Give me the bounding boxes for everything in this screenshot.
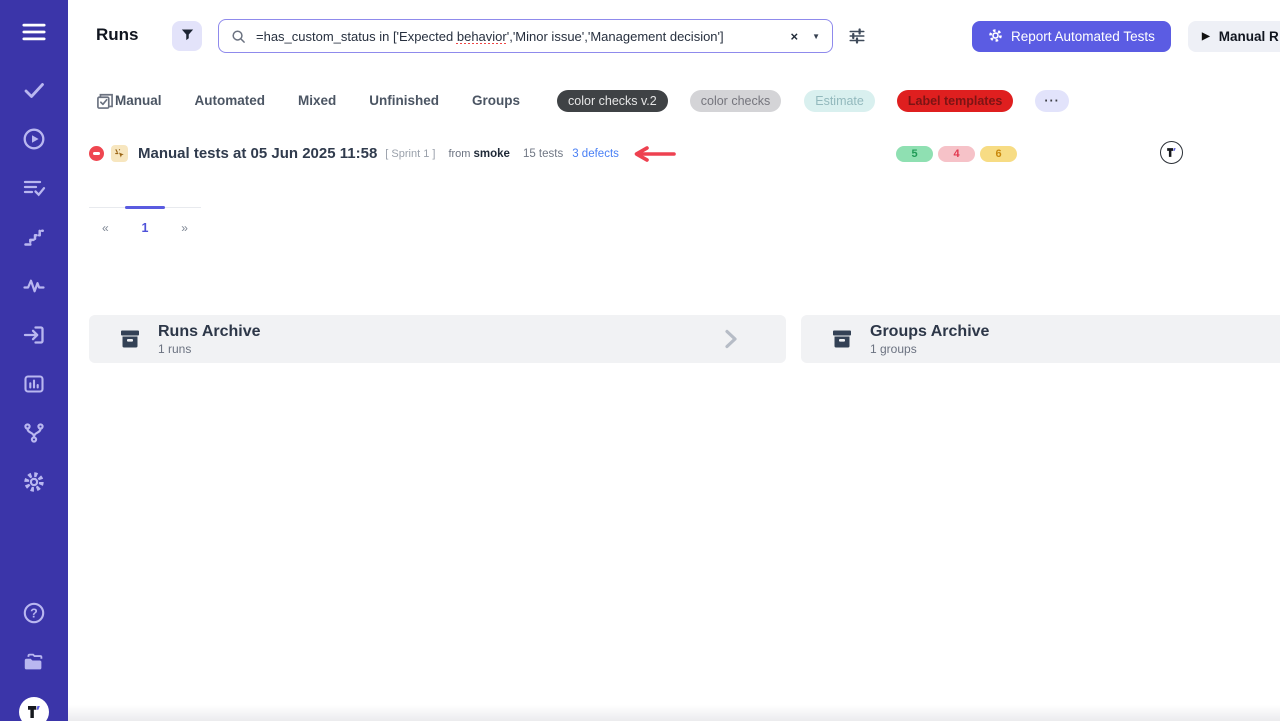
run-tests-count: 15 tests [522, 147, 564, 160]
sidebar: ? [0, 0, 68, 727]
tab-mixed[interactable]: Mixed [298, 93, 337, 108]
manual-test-icon [111, 145, 128, 162]
list-check-icon[interactable] [22, 176, 46, 200]
archive-box-icon [118, 327, 142, 351]
search-icon [231, 29, 246, 44]
tag-estimate[interactable]: Estimate [804, 89, 875, 112]
active-page-indicator [125, 206, 165, 209]
sign-in-icon[interactable] [22, 323, 46, 347]
tag-more-button[interactable]: ··· [1035, 89, 1069, 112]
folders-icon[interactable] [22, 650, 46, 674]
annotation-arrow-icon [631, 145, 677, 162]
run-from-plan[interactable]: smoke [473, 147, 510, 160]
tag-color-checks[interactable]: color checks [689, 89, 782, 112]
help-icon[interactable]: ? [22, 601, 46, 625]
run-from-label: from smoke [448, 147, 510, 160]
runs-archive-title: Runs Archive [158, 322, 261, 340]
app-logo[interactable] [19, 697, 49, 727]
tab-manual[interactable]: Manual [115, 93, 162, 108]
main-content: Runs =has_custom_status in ['Expected be… [68, 0, 1280, 721]
archive-box-icon [830, 327, 854, 351]
run-defects-link[interactable]: 3 defects [572, 147, 619, 160]
menu-icon[interactable] [22, 20, 46, 44]
groups-archive-card[interactable]: Groups Archive 1 groups [801, 315, 1280, 363]
runs-archive-card[interactable]: Runs Archive 1 runs [89, 315, 786, 363]
page-title: Runs [96, 25, 139, 44]
misspelled-word: behavior [456, 28, 507, 44]
run-row[interactable]: Manual tests at 05 Jun 2025 11:58 [ Spri… [89, 140, 1280, 167]
groups-archive-title: Groups Archive [870, 322, 990, 340]
svg-text:?: ? [30, 606, 38, 620]
pagination-next-button[interactable]: » [181, 221, 188, 235]
play-circle-icon[interactable] [22, 127, 46, 151]
runs-archive-count: 1 runs [158, 341, 192, 356]
passed-count-badge[interactable]: 5 [896, 146, 933, 162]
failed-count-badge[interactable]: 4 [938, 146, 975, 162]
branch-icon[interactable] [22, 421, 46, 445]
activity-icon[interactable] [22, 274, 46, 298]
chevron-right-icon [718, 327, 742, 351]
run-title[interactable]: Manual tests at 05 Jun 2025 11:58 [138, 145, 378, 162]
report-automated-tests-button[interactable]: Report Automated Tests [972, 21, 1171, 52]
run-status-badges: 5 4 6 [896, 146, 1017, 162]
filter-button[interactable] [172, 21, 202, 51]
filter-funnel-icon [180, 27, 195, 45]
pagination: « 1 » [89, 206, 201, 235]
automation-gear-icon [988, 28, 1003, 46]
steps-icon[interactable] [22, 225, 46, 249]
checkmark-icon[interactable] [22, 78, 46, 102]
select-all-icon[interactable] [95, 91, 115, 111]
tab-unfinished[interactable]: Unfinished [369, 93, 440, 108]
search-clear-icon[interactable]: × [790, 28, 799, 44]
tab-groups[interactable]: Groups [472, 93, 521, 108]
run-avatar[interactable] [1160, 141, 1183, 164]
search-query-text: =has_custom_status in ['Expected behavio… [256, 28, 724, 44]
pagination-prev-button[interactable]: « [102, 221, 109, 235]
search-input[interactable]: =has_custom_status in ['Expected behavio… [218, 19, 833, 53]
blocked-status-icon [89, 146, 104, 161]
search-dropdown-caret-icon[interactable]: ▼ [812, 31, 820, 41]
play-icon: ▶ [1202, 31, 1210, 42]
bar-chart-icon[interactable] [22, 372, 46, 396]
manual-run-button[interactable]: ▶ Manual R [1188, 21, 1280, 52]
pagination-page-1[interactable]: 1 [141, 221, 149, 235]
tabs-row: Manual Automated Mixed Unfinished Groups… [95, 88, 1280, 113]
groups-archive-count: 1 groups [870, 341, 917, 356]
sliders-icon [848, 27, 866, 48]
tab-automated[interactable]: Automated [194, 93, 266, 108]
tag-color-checks-v2[interactable]: color checks v.2 [557, 89, 668, 112]
archives-section: Runs Archive 1 runs Groups Archive 1 gro… [89, 315, 1280, 363]
skipped-count-badge[interactable]: 6 [980, 146, 1017, 162]
tag-label-templates[interactable]: Label templates [896, 89, 1014, 112]
gear-icon[interactable] [22, 470, 46, 494]
run-sprint-label: [ Sprint 1 ] [385, 147, 436, 160]
search-settings-button[interactable] [846, 26, 868, 48]
